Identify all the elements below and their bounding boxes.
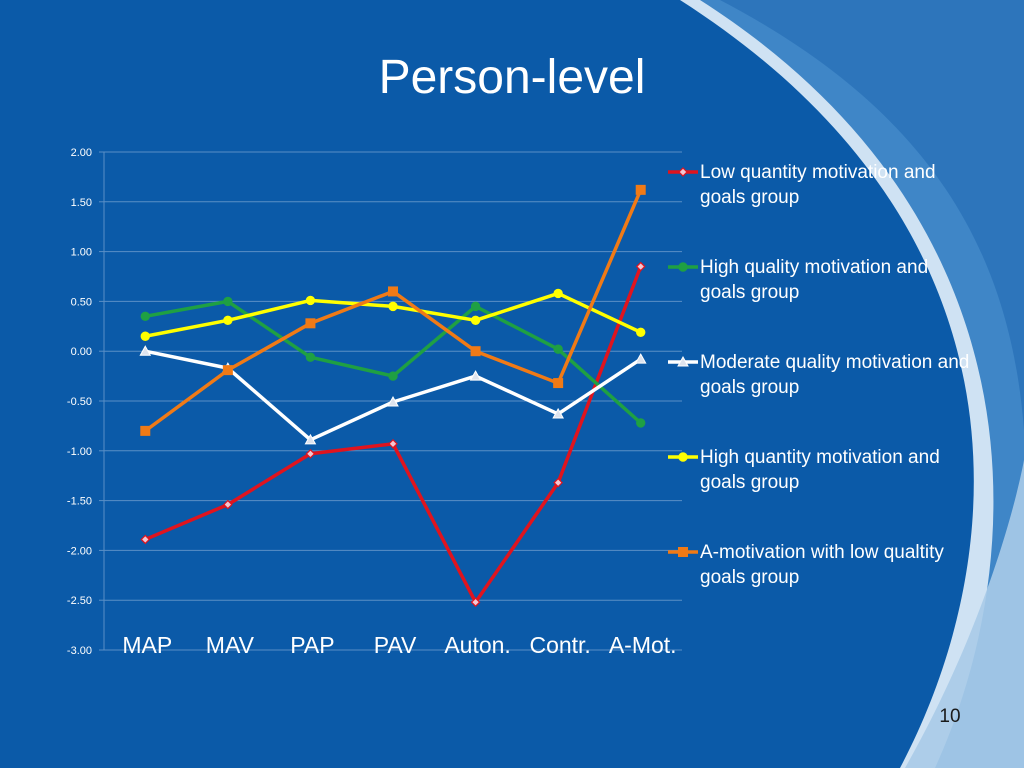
y-axis-ticks: 2.00 1.50 1.00 0.50 0.00 -0.50 -1.00 -1.50 -2.00… xyxy=(67,147,92,657)
y-tick-label: 1.50 xyxy=(71,197,92,209)
y-tick-label: -1.00 xyxy=(67,446,92,458)
grid-lines xyxy=(99,151,682,651)
legend-swatch-marker xyxy=(678,452,688,462)
data-point xyxy=(223,296,233,307)
legend-label-a-motivation: A-motivation with low qualtity goals gro… xyxy=(700,542,944,588)
data-point xyxy=(635,184,646,195)
data-point xyxy=(553,288,563,299)
data-point xyxy=(470,346,481,357)
data-point xyxy=(387,395,399,407)
y-tick-label: -1.50 xyxy=(67,496,92,508)
y-tick-label: 2.00 xyxy=(71,147,92,159)
x-tick-label: A-Mot. xyxy=(609,632,677,658)
page-number: 10 xyxy=(939,706,961,727)
y-tick-label: -0.50 xyxy=(67,396,92,408)
legend-markers xyxy=(668,167,698,557)
data-point xyxy=(140,331,150,341)
legend-swatch-marker xyxy=(678,167,688,177)
data-point xyxy=(139,345,152,356)
series-line xyxy=(144,265,643,604)
data-point xyxy=(552,407,564,419)
x-tick-label: PAP xyxy=(290,632,334,658)
data-point xyxy=(304,433,317,445)
y-tick-label: 0.00 xyxy=(71,346,92,358)
legend-swatch-marker xyxy=(678,262,688,272)
data-point xyxy=(223,499,233,510)
data-point xyxy=(388,286,398,297)
data-point xyxy=(305,352,316,362)
x-tick-label: PAV xyxy=(374,632,417,658)
data-point xyxy=(388,301,398,312)
legend-label-low-quantity: Low quantity motivation and goals group xyxy=(700,162,936,208)
data-point xyxy=(634,353,647,364)
data-point xyxy=(553,477,563,488)
swoosh-mid xyxy=(700,0,1024,768)
data-point xyxy=(140,425,151,436)
y-tick-label: 1.00 xyxy=(71,247,92,259)
series-line xyxy=(144,291,642,338)
x-tick-label: MAP xyxy=(122,632,172,658)
data-point xyxy=(222,365,233,376)
data-point xyxy=(635,261,646,272)
legend-swatch-marker xyxy=(677,355,689,367)
y-tick-label: -3.00 xyxy=(67,645,92,657)
data-point xyxy=(140,311,150,322)
data-point xyxy=(305,318,316,329)
data-point xyxy=(388,438,398,449)
legend-label-moderate-quality: Moderate quality motivation and goals gr… xyxy=(700,352,970,398)
data-point xyxy=(223,315,233,326)
data-point xyxy=(305,295,316,306)
x-tick-label: MAV xyxy=(206,632,255,658)
slide-title: Person-level xyxy=(378,51,646,104)
data-point xyxy=(388,371,398,381)
y-tick-label: -2.00 xyxy=(67,545,92,557)
data-point xyxy=(553,344,563,354)
legend-label-high-quantity: High quantity motivation and goals group xyxy=(700,447,940,493)
data-point xyxy=(553,378,564,389)
x-axis-labels: MAP MAV PAP PAV Auton. Contr. A-Mot. xyxy=(122,632,676,658)
data-point xyxy=(470,597,481,608)
data-point xyxy=(305,448,316,459)
data-point xyxy=(636,327,646,337)
data-point xyxy=(470,315,481,326)
y-tick-label: -2.50 xyxy=(67,595,92,607)
swoosh-highlight xyxy=(905,460,1024,768)
data-point xyxy=(140,534,151,545)
legend-swatch-marker xyxy=(678,547,688,557)
data-point xyxy=(469,370,482,381)
x-tick-label: Contr. xyxy=(529,632,590,658)
y-tick-label: 0.50 xyxy=(71,296,92,308)
legend-label-high-quality: High quality motivation and goals group xyxy=(700,257,929,303)
x-tick-label: Auton. xyxy=(444,632,511,658)
data-point xyxy=(470,301,481,312)
swoosh-dark xyxy=(720,0,1024,430)
data-point xyxy=(636,418,646,428)
series-lines xyxy=(139,184,647,608)
